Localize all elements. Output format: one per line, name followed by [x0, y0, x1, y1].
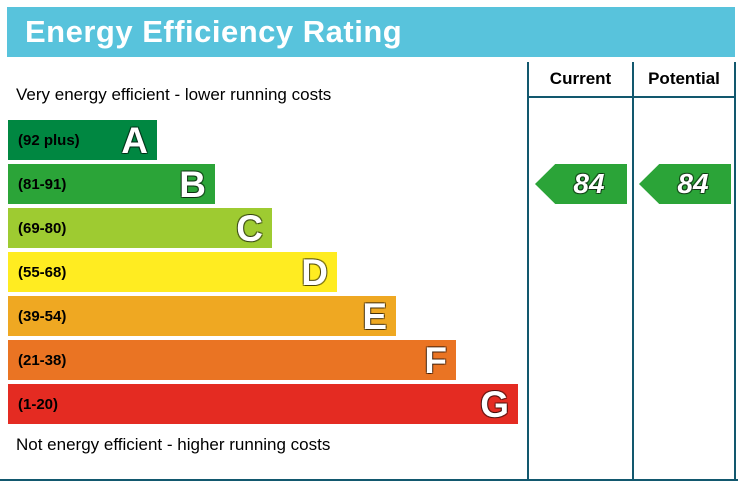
bottom-note: Not energy efficient - higher running co…	[16, 435, 331, 454]
top-note: Very energy efficient - lower running co…	[16, 85, 332, 104]
band-e-bar: (39-54) E	[8, 296, 396, 336]
band-g-range: (1-20)	[18, 395, 59, 413]
chart-title-bar: Energy Efficiency Rating	[7, 7, 735, 57]
band-e-letter: E	[362, 295, 387, 337]
current-rating-value: 84	[573, 168, 605, 199]
band-b-letter: B	[179, 163, 206, 205]
band-g-letter: G	[480, 383, 509, 425]
band-d-range: (55-68)	[18, 263, 67, 281]
band-f-letter: F	[424, 339, 447, 381]
band-b-range: (81-91)	[18, 175, 67, 193]
current-column-header: Current	[549, 69, 612, 88]
rating-bars: (92 plus) A (81-91) B (69-80) C (55-68) …	[8, 120, 518, 428]
band-a-bar: (92 plus) A	[8, 120, 157, 160]
band-a-range: (92 plus)	[18, 131, 80, 149]
band-d-letter: D	[301, 251, 328, 293]
chart-bottom-border	[0, 479, 738, 481]
chart-title: Energy Efficiency Rating	[25, 14, 403, 49]
band-g-bar: (1-20) G	[8, 384, 518, 424]
band-c-letter: C	[236, 207, 263, 249]
potential-column-header: Potential	[648, 69, 720, 88]
potential-rating-value: 84	[677, 168, 709, 199]
current-rating-arrow: 84	[535, 164, 627, 204]
band-e-range: (39-54)	[18, 307, 67, 325]
potential-column-left-divider	[632, 62, 634, 481]
band-f-bar: (21-38) F	[8, 340, 456, 380]
band-c-range: (69-80)	[18, 219, 67, 237]
band-a-letter: A	[121, 119, 148, 161]
band-f-range: (21-38)	[18, 351, 67, 369]
current-column-left-divider	[527, 62, 529, 481]
column-header-underline	[527, 96, 736, 98]
band-d-bar: (55-68) D	[8, 252, 337, 292]
potential-rating-arrow: 84	[639, 164, 731, 204]
band-c-bar: (69-80) C	[8, 208, 272, 248]
band-b-bar: (81-91) B	[8, 164, 215, 204]
chart-right-border	[734, 62, 736, 481]
